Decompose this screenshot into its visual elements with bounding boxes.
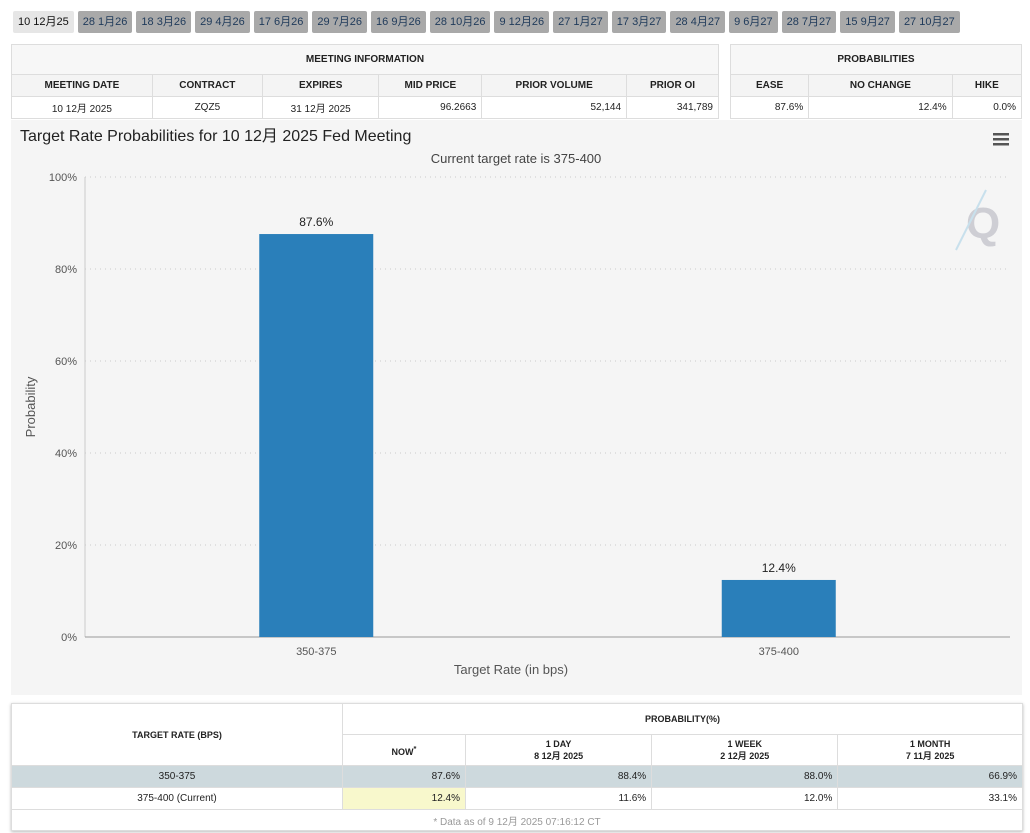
header-1-day: 1 DAY (545, 738, 572, 749)
header-ease: EASE (729, 74, 810, 97)
meeting-tab[interactable]: 17 3月27 (611, 11, 667, 33)
mid-price: 96.2663 (378, 96, 483, 119)
week-value: 12.0% (651, 787, 839, 810)
meeting-tab[interactable]: 27 1月27 (553, 11, 608, 33)
meeting-tab[interactable]: 18 3月26 (136, 11, 192, 33)
meeting-tab[interactable]: 28 7月27 (781, 11, 837, 33)
bar-data-label: 12.4% (762, 561, 796, 575)
header-expires: EXPIRES (261, 74, 380, 97)
meeting-tab[interactable]: 17 6月26 (253, 11, 309, 33)
header-contract: CONTRACT (151, 74, 263, 97)
day-value: 11.6% (464, 787, 653, 810)
now-value: 87.6% (342, 765, 466, 788)
probabilities-table: PROBABILITIES EASE NO CHANGE HIKE 87.6% 12.… (729, 44, 1023, 119)
meeting-tab[interactable]: 9 12月26 (494, 11, 550, 33)
week-value: 88.0% (651, 765, 839, 788)
meeting-date: 10 12月 2025 (11, 96, 153, 119)
table-row: 375-400 (Current) 12.4% 11.6% 12.0% 33.1% (11, 787, 1023, 810)
footnote: * Data as of 9 12月 2025 07:16:12 CT (11, 809, 1023, 831)
header-target-rate: TARGET RATE (BPS) (11, 703, 343, 766)
header-1-week-date: 2 12月 2025 (720, 750, 770, 761)
expires: 31 12月 2025 (261, 96, 380, 119)
month-value: 66.9% (837, 765, 1023, 788)
svg-text:Q: Q (966, 199, 1000, 248)
y-tick-label: 100% (49, 172, 77, 184)
header-meeting-date: MEETING DATE (11, 74, 153, 97)
y-axis-label: Probability (23, 376, 38, 437)
header-mid-price: MID PRICE (378, 74, 483, 97)
header-no-change: NO CHANGE (808, 74, 953, 97)
prior-oi: 341,789 (626, 96, 719, 119)
month-value: 33.1% (837, 787, 1023, 810)
probabilities-title: PROBABILITIES (730, 44, 1022, 75)
meeting-tab[interactable]: 28 4月27 (670, 11, 726, 33)
meeting-tabs: 10 12月25 28 1月26 18 3月26 29 4月26 17 6月26 29 7… (13, 11, 960, 33)
probability-chart: Target Rate Probabilities for 10 12月 202… (11, 120, 1022, 695)
hike-value: 0.0% (951, 96, 1023, 119)
chart-title: Target Rate Probabilities for 10 12月 202… (20, 128, 411, 145)
x-tick-label: 350-375 (296, 646, 336, 658)
header-prior-oi: PRIOR OI (626, 74, 719, 97)
header-hike: HIKE (951, 74, 1023, 97)
header-1-week: 1 WEEK (727, 738, 763, 749)
meeting-tab[interactable]: 28 1月26 (77, 11, 133, 33)
contract: ZQZ5 (151, 96, 263, 119)
meeting-tab[interactable]: 29 7月26 (312, 11, 368, 33)
meeting-tab[interactable]: 15 9月27 (840, 11, 895, 33)
y-tick-label: 20% (55, 540, 77, 552)
now-asterisk: * (413, 743, 417, 753)
now-value: 12.4% (342, 787, 466, 810)
ease-value: 87.6% (729, 96, 810, 119)
bar (259, 234, 374, 637)
meeting-tab[interactable]: 29 4月26 (195, 11, 250, 33)
meeting-tab[interactable]: 16 9月26 (371, 11, 426, 33)
target-rate-table: TARGET RATE (BPS) PROBABILITY(%) NOW* 1 D… (11, 703, 1023, 831)
rate: 375-400 (Current) (11, 787, 343, 810)
header-1-month-date: 7 11月 2025 (905, 750, 955, 761)
meeting-info-title: MEETING INFORMATION (11, 44, 719, 75)
header-1-day-date: 8 12月 2025 (534, 750, 584, 761)
header-now: NOW (391, 746, 414, 757)
meeting-tab[interactable]: 27 10月27 (898, 11, 960, 33)
meeting-info-table: MEETING INFORMATION MEETING DATE CONTRACT… (11, 44, 719, 119)
meeting-tab[interactable]: 9 6月27 (729, 11, 778, 33)
y-tick-label: 80% (55, 264, 77, 276)
header-1-month: 1 MONTH (909, 738, 951, 749)
y-tick-label: 40% (55, 448, 77, 460)
bar (721, 579, 836, 637)
meeting-tab[interactable]: 10 12月25 (13, 11, 74, 33)
x-axis-label: Target Rate (in bps) (454, 662, 568, 677)
chart-subtitle: Current target rate is 375-400 (431, 151, 602, 166)
y-tick-label: 60% (55, 356, 77, 368)
menu-icon[interactable] (993, 133, 1009, 146)
watermark-q-logo: Q (955, 189, 1000, 251)
bar-data-label: 87.6% (299, 215, 333, 229)
y-tick-label: 0% (61, 632, 77, 644)
x-tick-label: 375-400 (759, 646, 799, 658)
header-probability: PROBABILITY(%) (342, 703, 1023, 735)
header-prior-volume: PRIOR VOLUME (481, 74, 628, 97)
table-row: 350-375 87.6% 88.4% 88.0% 66.9% (11, 765, 1023, 788)
prior-volume: 52,144 (481, 96, 628, 119)
day-value: 88.4% (464, 765, 653, 788)
rate: 350-375 (11, 765, 343, 788)
no-change-value: 12.4% (808, 96, 953, 119)
meeting-tab[interactable]: 28 10月26 (429, 11, 491, 33)
